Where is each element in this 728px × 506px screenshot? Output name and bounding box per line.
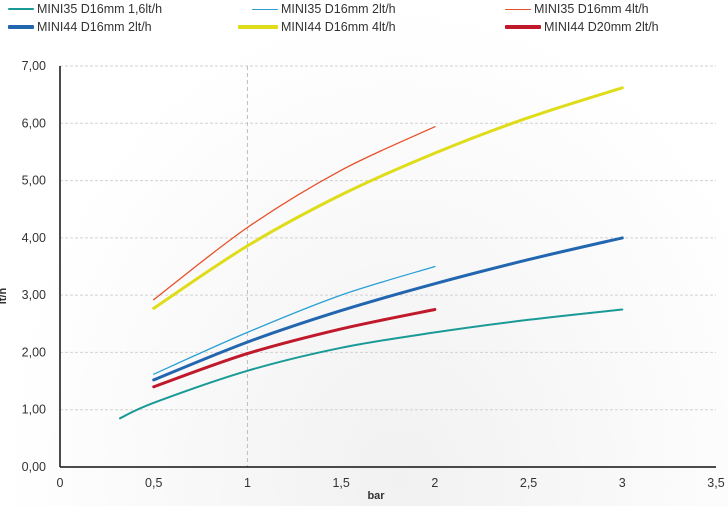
x-tick-label: 1,5 — [332, 476, 349, 490]
x-tick-label: 0 — [57, 476, 64, 490]
legend: MINI35 D16mm 1,6lt/h MINI35 D16mm 2lt/h … — [0, 0, 728, 54]
x-tick-label: 0,5 — [145, 476, 162, 490]
tick-labels: 0,00 1,00 2,00 3,00 4,00 5,00 6,00 7,00 0 0,5 1 1,5… — [22, 59, 725, 490]
legend-label: MINI35 D16mm 2lt/h — [281, 2, 396, 16]
x-tick-label: 3 — [619, 476, 626, 490]
y-tick-label: 1,00 — [22, 403, 46, 417]
y-axis-title: lt/h — [0, 287, 9, 304]
series-line-3 — [152, 236, 624, 382]
series-line-1 — [153, 265, 436, 375]
series-line-4 — [152, 86, 624, 310]
x-tick-label: 1 — [244, 476, 251, 490]
series-lines — [119, 86, 624, 420]
legend-label: MINI35 D16mm 1,6lt/h — [37, 2, 163, 16]
series-line-2 — [153, 126, 436, 301]
y-tick-label: 5,00 — [22, 174, 46, 188]
x-tick-label: 2 — [431, 476, 438, 490]
y-tick-label: 3,00 — [22, 288, 46, 302]
legend-label: MINI44 D20mm 2lt/h — [544, 20, 659, 34]
legend-item-mini44-16-4: MINI44 D16mm 4lt/h — [238, 20, 396, 34]
legend-swatch — [252, 8, 278, 10]
legend-swatch — [238, 25, 278, 29]
legend-label: MINI44 D16mm 4lt/h — [281, 20, 396, 34]
legend-label: MINI44 D16mm 2lt/h — [37, 20, 152, 34]
y-tick-label: 7,00 — [22, 59, 46, 73]
series-line-5 — [152, 308, 437, 389]
y-tick-label: 2,00 — [22, 345, 46, 359]
legend-label: MINI35 D16mm 4lt/h — [534, 2, 649, 16]
series-line-0 — [119, 308, 624, 420]
y-tick-label: 0,00 — [22, 460, 46, 474]
x-axis-title: bar — [367, 490, 385, 502]
legend-swatch — [8, 25, 34, 29]
y-tick-label: 4,00 — [22, 231, 46, 245]
axes — [59, 66, 716, 468]
legend-item-mini44-20-2: MINI44 D20mm 2lt/h — [505, 20, 659, 34]
x-tick-label: 3,5 — [707, 476, 724, 490]
legend-item-mini44-16-2: MINI44 D16mm 2lt/h — [8, 20, 152, 34]
y-tick-label: 6,00 — [22, 116, 46, 130]
legend-swatch — [505, 25, 541, 29]
legend-swatch — [505, 8, 531, 10]
grid — [60, 65, 716, 467]
legend-swatch — [8, 8, 34, 10]
legend-item-mini35-16-4: MINI35 D16mm 4lt/h — [505, 2, 649, 16]
x-tick-label: 2,5 — [520, 476, 537, 490]
legend-item-mini35-16-1-6: MINI35 D16mm 1,6lt/h — [8, 2, 162, 16]
legend-item-mini35-16-2: MINI35 D16mm 2lt/h — [252, 2, 396, 16]
